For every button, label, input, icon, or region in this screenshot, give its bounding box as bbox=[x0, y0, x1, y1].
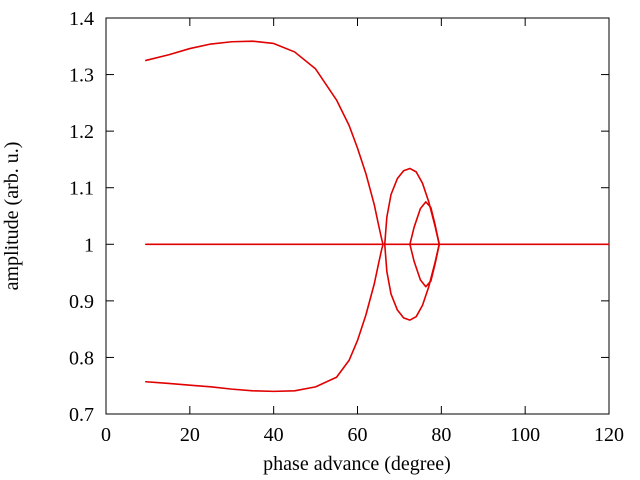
y-tick-label: 1.3 bbox=[69, 65, 94, 87]
y-tick-label: 1 bbox=[84, 234, 94, 256]
x-tick-label: 80 bbox=[431, 424, 451, 446]
y-tick-label: 1.2 bbox=[69, 121, 94, 143]
x-tick-label: 20 bbox=[180, 424, 200, 446]
x-tick-label: 0 bbox=[101, 424, 111, 446]
series-layer bbox=[145, 40, 610, 393]
y-tick-label: 1.1 bbox=[69, 178, 94, 200]
series-line-3 bbox=[409, 201, 441, 288]
axis-ticks: 0 20 40 60 80 100 120 0.7 0.8 0.9 1 1.1 1.2 1.3 1.4 bbox=[69, 8, 624, 446]
plot-frame bbox=[105, 17, 610, 415]
y-tick-label: 0.9 bbox=[69, 291, 94, 313]
y-tick-label: 0.7 bbox=[69, 404, 94, 426]
x-axis-label: phase advance (degree) bbox=[263, 453, 451, 475]
y-tick-label: 0.8 bbox=[69, 347, 94, 369]
x-tick-label: 100 bbox=[510, 424, 540, 446]
x-tick-label: 60 bbox=[348, 424, 368, 446]
y-axis-label: amplitude (arb. u.) bbox=[1, 142, 23, 291]
x-tick-label: 40 bbox=[264, 424, 284, 446]
x-tick-label: 120 bbox=[594, 424, 624, 446]
y-tick-label: 1.4 bbox=[69, 8, 94, 30]
series-line-1 bbox=[145, 40, 384, 393]
